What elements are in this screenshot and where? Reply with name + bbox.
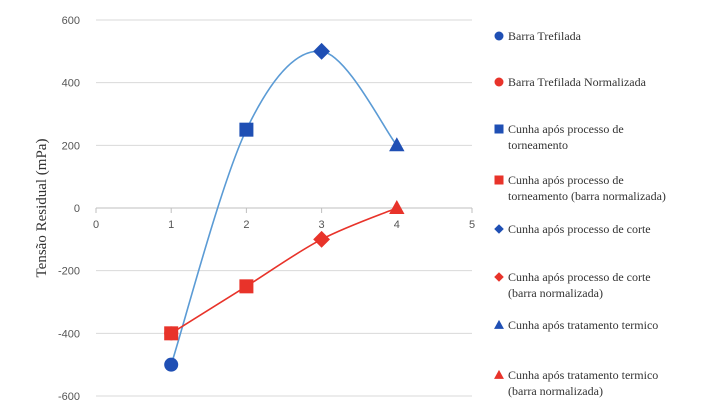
gridlines	[96, 19, 472, 397]
legend-label: Cunha após processo de corte	[508, 270, 651, 284]
legend-marker-diamond	[494, 224, 504, 234]
x-tick-label: 5	[469, 219, 475, 231]
x-tick-label: 2	[243, 219, 249, 231]
legend-label: torneamento (barra normalizada)	[508, 189, 666, 203]
legend: Barra Trefilada Barra Trefilada Normaliza…	[494, 29, 666, 398]
legend-marker-triangle	[494, 369, 504, 379]
y-tick-label: -600	[58, 391, 80, 403]
x-tick-label: 3	[319, 219, 325, 231]
data-point-triangle	[389, 199, 405, 214]
data-point-circle	[164, 357, 179, 372]
axes: -600 -400 -200 0 200 400 600 0 1 2 3 4 5	[58, 15, 475, 403]
data-point-square	[239, 279, 254, 294]
y-axis-label: Tensão Residual (mPa)	[34, 139, 50, 278]
y-tick-label: -400	[58, 328, 80, 340]
data-point-triangle	[389, 137, 405, 152]
y-tick-label: 200	[62, 140, 80, 152]
legend-marker-square	[494, 124, 504, 134]
legend-marker-triangle	[494, 319, 504, 329]
legend-label: Cunha após tratamento termico	[508, 368, 658, 382]
trend-line	[170, 50, 398, 365]
legend-marker-circle	[494, 31, 504, 41]
legend-label: Barra Trefilada	[508, 29, 582, 43]
y-tick-label: -200	[58, 266, 80, 278]
data-point-square	[164, 326, 179, 341]
trend-lines	[170, 50, 398, 365]
legend-label: Cunha após processo de	[508, 173, 624, 187]
legend-marker-diamond	[494, 272, 504, 282]
x-tick-label: 0	[93, 219, 99, 231]
y-tick-label: 0	[74, 203, 80, 215]
legend-label: Cunha após tratamento termico	[508, 318, 658, 332]
legend-label: (barra normalizada)	[508, 384, 603, 398]
data-point-square	[239, 122, 254, 137]
trend-line	[170, 207, 398, 335]
legend-marker-square	[494, 175, 504, 185]
y-tick-label: 600	[62, 15, 80, 27]
legend-label: Barra Trefilada Normalizada	[508, 75, 647, 89]
legend-label: Cunha após processo de	[508, 122, 624, 136]
data-point-diamond	[313, 230, 330, 248]
x-tick-label: 1	[168, 219, 174, 231]
data-point-diamond	[313, 42, 330, 60]
y-tick-label: 400	[62, 78, 80, 90]
legend-marker-circle	[494, 77, 504, 87]
legend-label: (barra normalizada)	[508, 286, 603, 300]
x-tick-label: 4	[394, 219, 400, 231]
legend-label: Cunha após processo de corte	[508, 222, 651, 236]
data-points	[164, 42, 405, 372]
legend-label: torneamento	[508, 138, 568, 152]
